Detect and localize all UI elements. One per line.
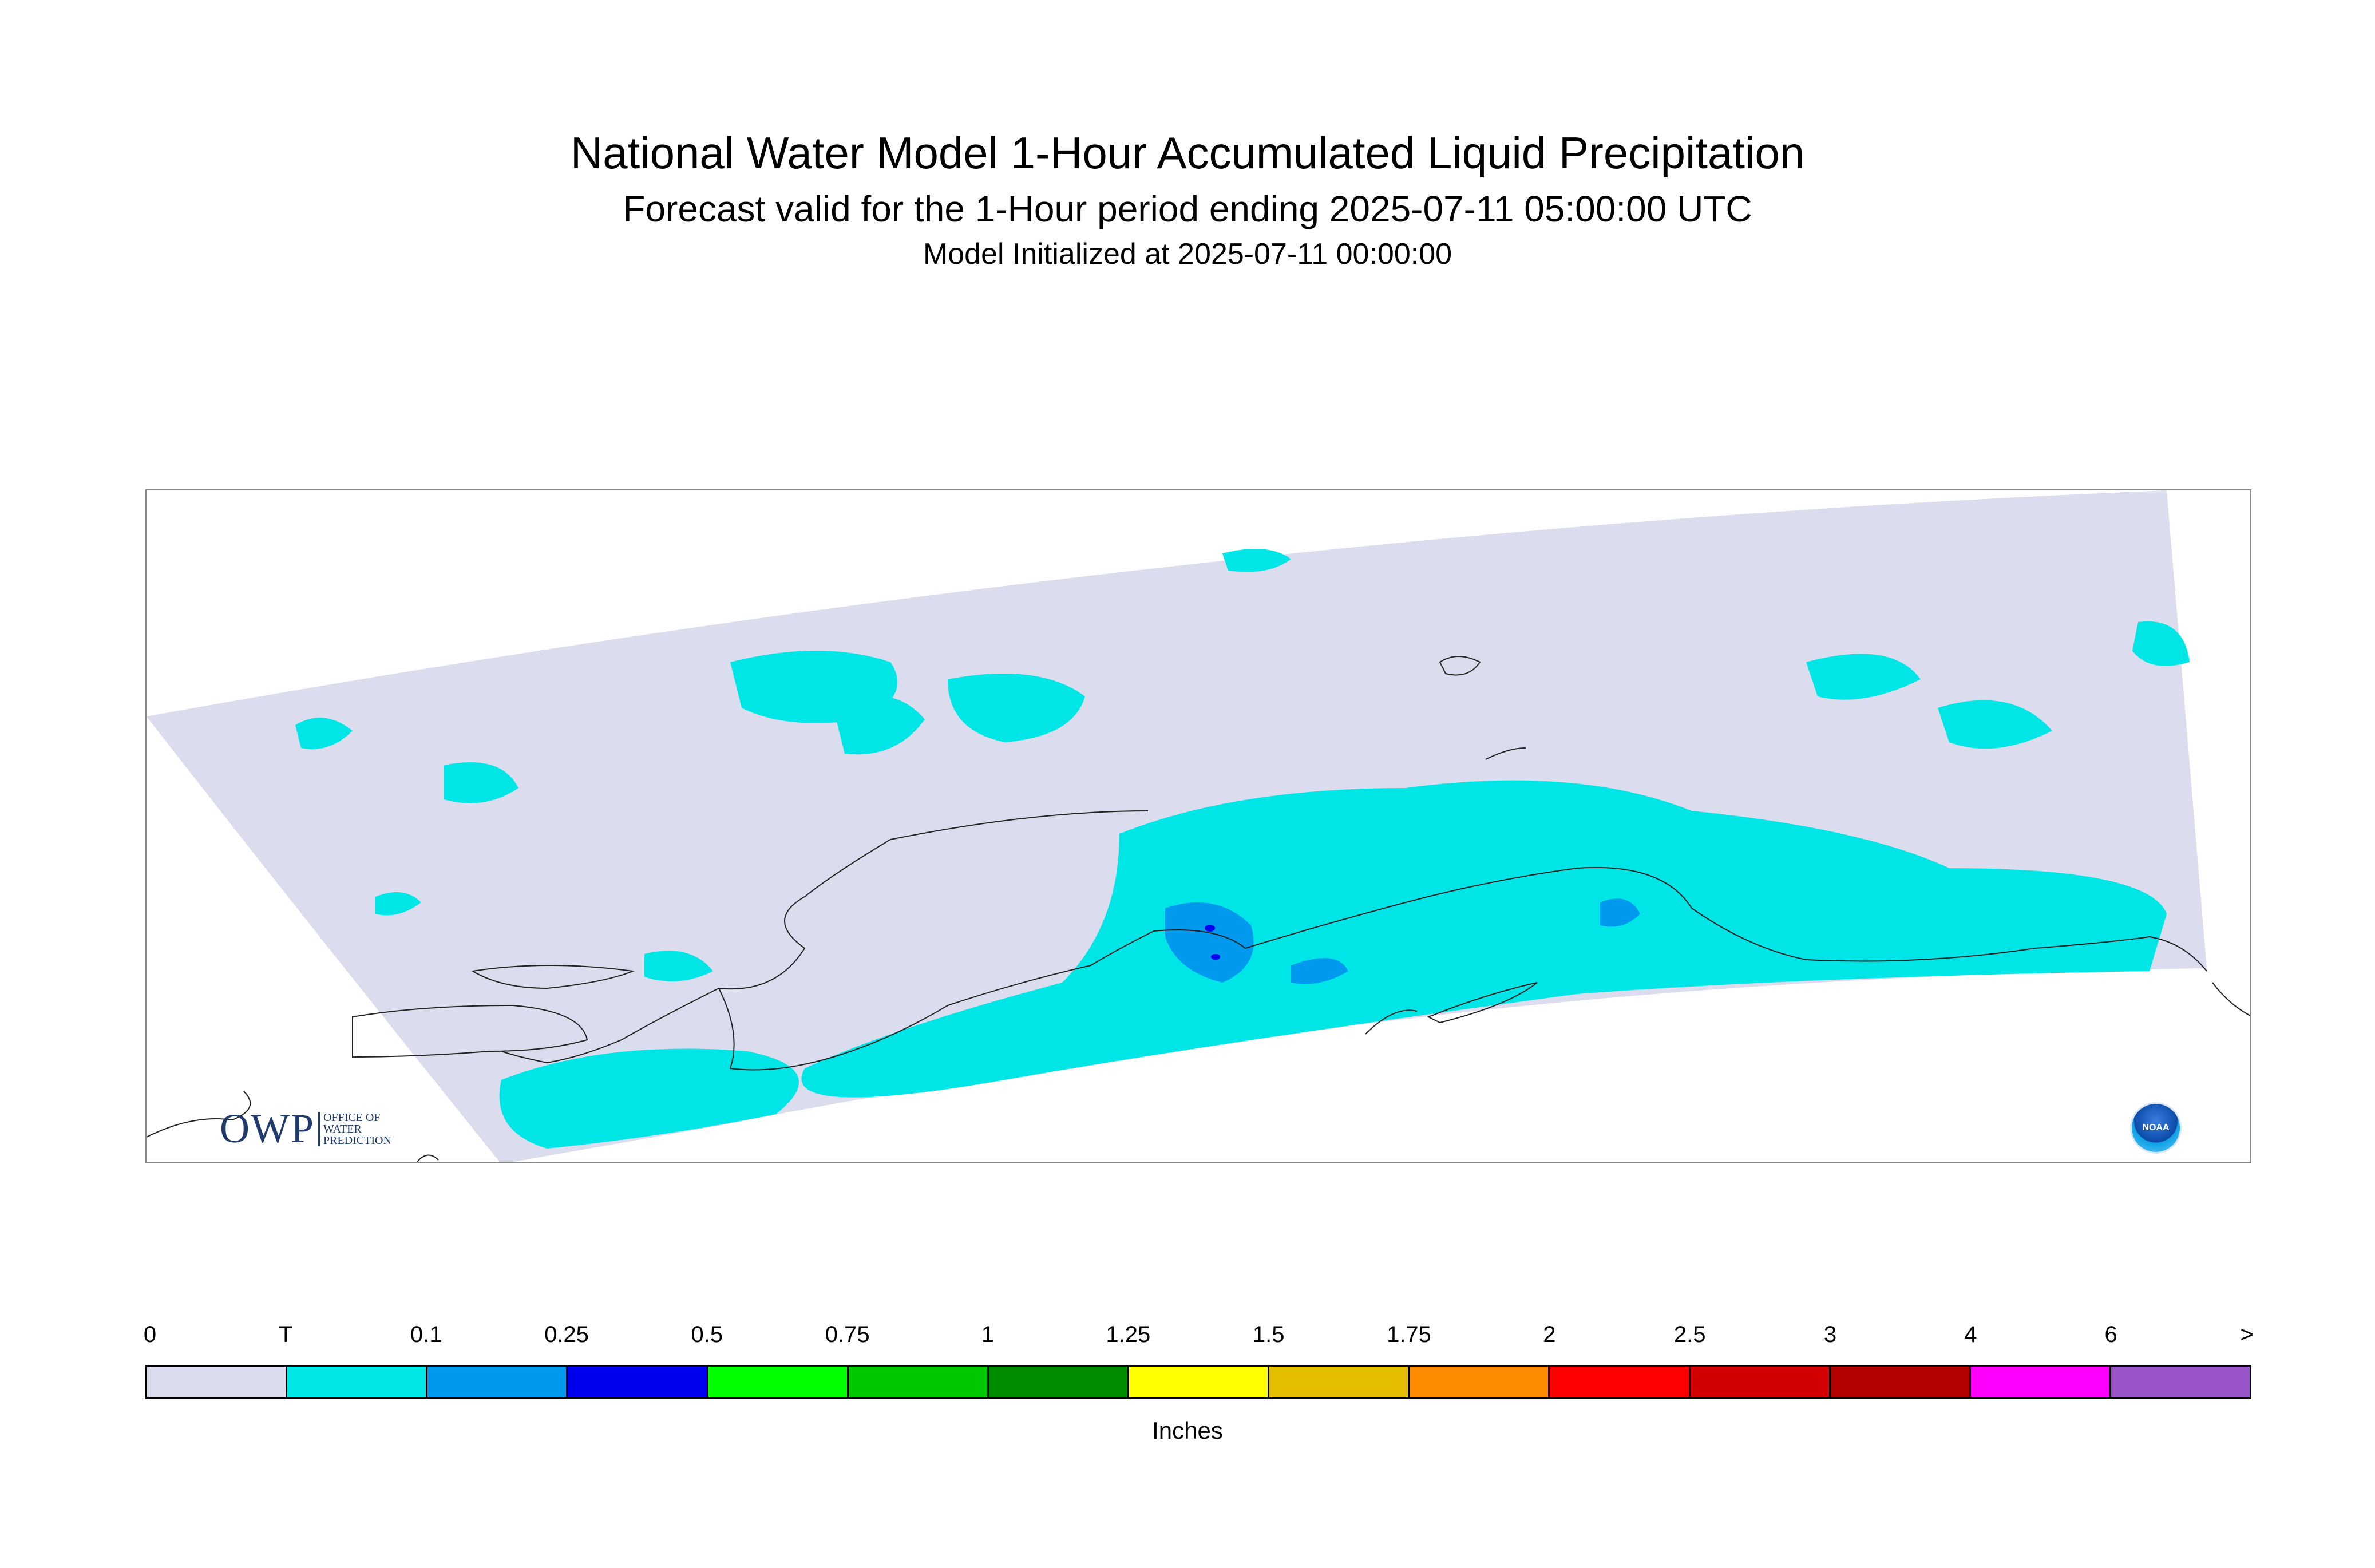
colorbar-tick-label: 6 [2104, 1322, 2117, 1347]
blue-precip-areas [1205, 925, 1220, 960]
trace-patch [1938, 700, 2052, 749]
colorbar-swatch [848, 1367, 989, 1397]
trace-patch [295, 718, 353, 749]
light-blue-patch [1165, 902, 1254, 983]
blue-patch [1211, 954, 1220, 960]
colorbar-swatch [708, 1367, 849, 1397]
colorbar-swatch [1269, 1367, 1410, 1397]
trace-patch [444, 762, 518, 803]
colorbar-swatch [1830, 1367, 1971, 1397]
model-init-subtitle: Model Initialized at 2025-07-11 00:00:00 [923, 237, 1452, 271]
colorbar-tick-label: 1.25 [1106, 1322, 1151, 1347]
owp-logo: OWP OFFICE OF WATER PREDICTION [220, 1105, 391, 1153]
light-blue-precip-areas [1165, 898, 1640, 984]
colorbar-swatch [1129, 1367, 1270, 1397]
forecast-valid-subtitle: Forecast valid for the 1-Hour period end… [623, 188, 1752, 229]
colorbar-tick-label: 0 [143, 1322, 157, 1347]
colorbar [145, 1365, 2251, 1399]
trace-patch [499, 1048, 799, 1149]
colorbar-tick-label: 0.5 [691, 1322, 723, 1347]
trace-patch [1222, 549, 1291, 572]
colorbar-tick-label: 2.5 [1673, 1322, 1706, 1347]
colorbar-swatch [287, 1367, 428, 1397]
colorbar-tick-label: 0.1 [410, 1322, 442, 1347]
colorbar-swatch [1550, 1367, 1691, 1397]
owp-logo-text: OFFICE OF WATER PREDICTION [318, 1111, 391, 1146]
blue-patch [1205, 925, 1215, 932]
trace-patch [948, 674, 1085, 742]
precipitation-map: OWP OFFICE OF WATER PREDICTION NOAA [145, 489, 2251, 1163]
trace-patch [833, 696, 925, 755]
light-blue-patch [1291, 958, 1348, 984]
colorbar-tick-label: 1 [981, 1322, 995, 1347]
colorbar-tick-label: 0.25 [544, 1322, 589, 1347]
trace-patch [2132, 621, 2190, 666]
colorbar-tick-label: 0.75 [825, 1322, 870, 1347]
trace-precip-areas [295, 549, 2190, 1149]
trace-patch [801, 780, 2167, 1098]
colorbar-swatch [1690, 1367, 1831, 1397]
light-blue-patch [1600, 898, 1640, 927]
trace-patch [1806, 654, 1921, 700]
colorbar-unit-label: Inches [1152, 1417, 1223, 1444]
colorbar-swatch [428, 1367, 568, 1397]
colorbar-tick-labels: 0 T 0.1 0.25 0.5 0.75 1 1.25 1.5 1.75 2 2.5 3 4 6 > [0, 1322, 2375, 1356]
colorbar-tick-label: 3 [1823, 1322, 1837, 1347]
colorbar-tick-label: > [2240, 1322, 2254, 1347]
colorbar-swatch [988, 1367, 1129, 1397]
colorbar-tick-label: 4 [1964, 1322, 1977, 1347]
owp-logo-mark: OWP [220, 1106, 315, 1151]
colorbar-swatch [147, 1367, 288, 1397]
coastline [147, 656, 2250, 1162]
map-title: National Water Model 1-Hour Accumulated … [570, 128, 1805, 178]
colorbar-tick-label: 2 [1543, 1322, 1556, 1347]
colorbar-swatch [568, 1367, 708, 1397]
colorbar-swatch [1410, 1367, 1550, 1397]
trace-patch [375, 892, 421, 916]
colorbar-tick-label: T [279, 1322, 293, 1347]
colorbar-swatch [1970, 1367, 2111, 1397]
colorbar-tick-label: 1.5 [1252, 1322, 1285, 1347]
map-canvas [147, 490, 2250, 1162]
trace-patch [1388, 928, 1457, 961]
colorbar-swatch [2111, 1367, 2250, 1397]
colorbar-tick-label: 1.75 [1387, 1322, 1431, 1347]
noaa-logo: NOAA [2130, 1102, 2182, 1154]
trace-patch [644, 951, 713, 981]
